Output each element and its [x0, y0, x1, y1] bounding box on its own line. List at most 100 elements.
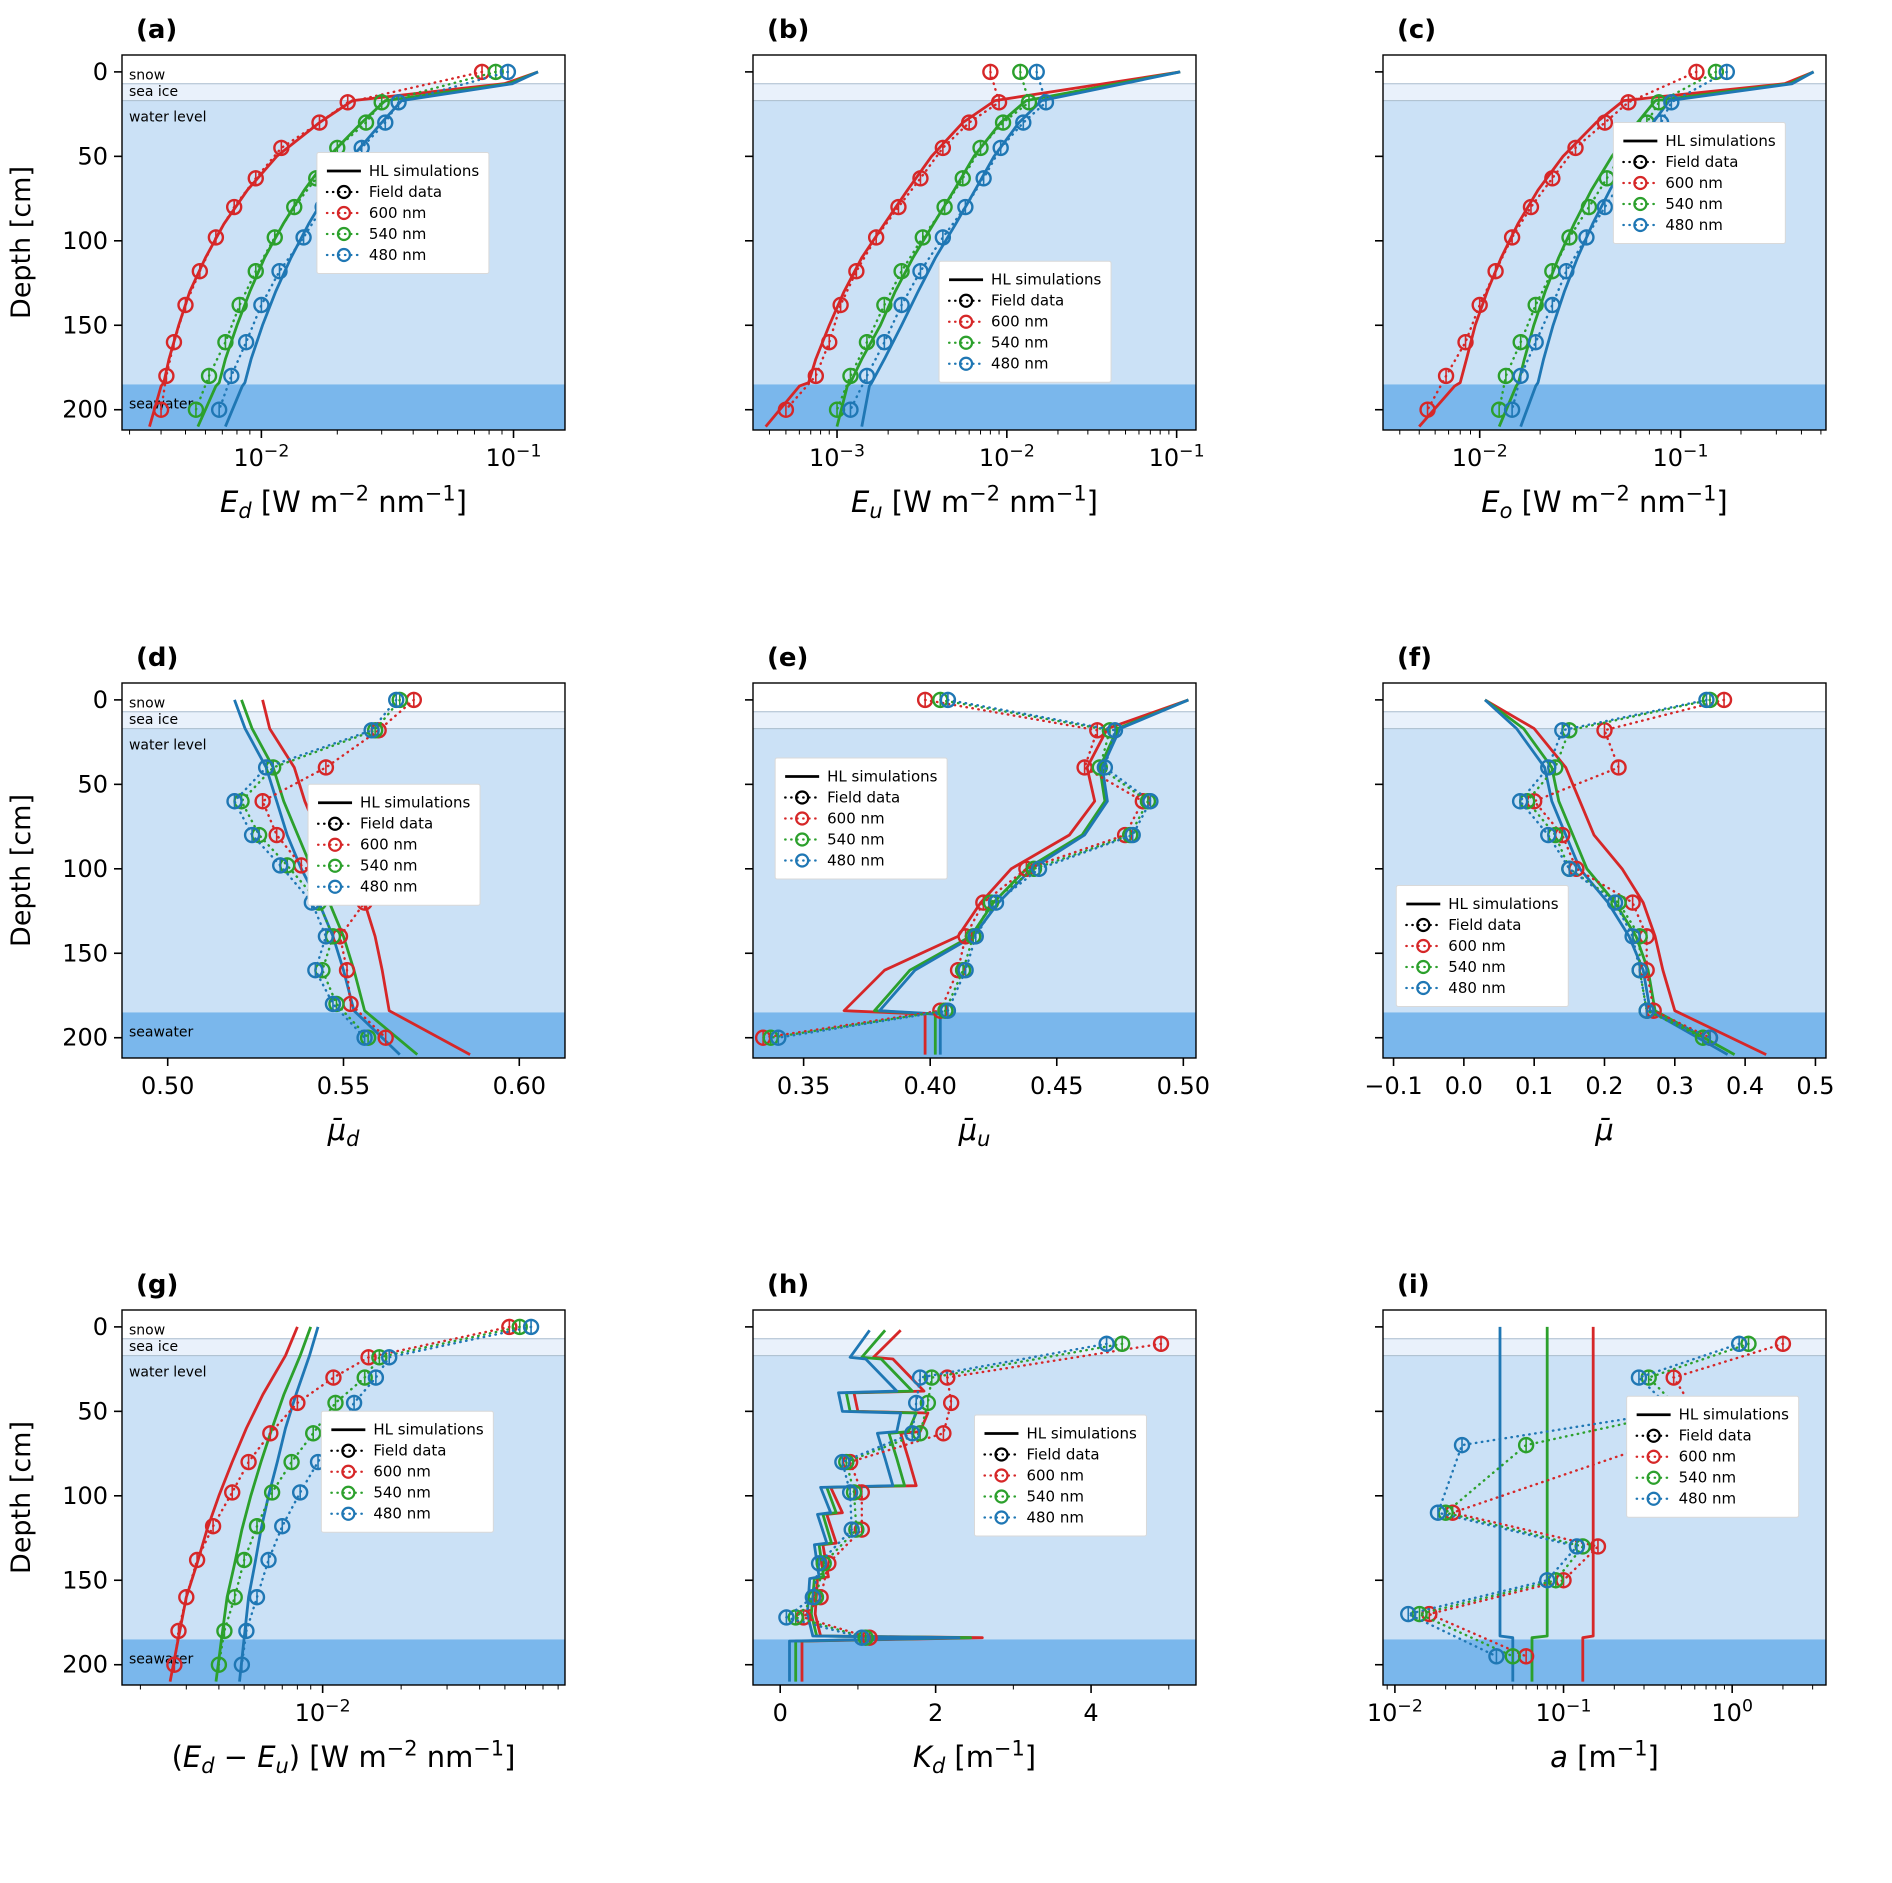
legend-field-sample-marker — [994, 1510, 1009, 1525]
series-group — [166, 1319, 540, 1683]
legend-label: 480 nm — [991, 355, 1048, 373]
sim-line-600nm — [842, 698, 1189, 1055]
field-point-480nm — [1544, 296, 1561, 314]
legend-label: HL simulations — [1449, 895, 1559, 913]
x-axis-label: Eo [W m−2 nm−1] — [1482, 481, 1728, 522]
plot-frame — [1382, 54, 1828, 431]
axes: −0.1 0.0 0.1 0.2 0.3 0.4 0.5 μ̄ — [1365, 681, 1835, 1147]
field-point-540nm — [210, 1656, 228, 1674]
field-point-540nm — [373, 94, 390, 111]
legend-field-sample-marker — [1646, 1428, 1662, 1444]
legend-field-sample-marker — [336, 226, 352, 242]
plot-frame — [751, 681, 1197, 1059]
field-point-540nm — [357, 114, 375, 131]
legend-field-sample-marker — [327, 837, 343, 852]
axes: 10−3 10−2 10−1 Eu [W m−2 nm−1] — [744, 54, 1204, 523]
x-axis-label: Kd [m−1] — [913, 1737, 1036, 1778]
field-point-540nm — [875, 296, 893, 314]
sim-line-600nm — [1484, 698, 1768, 1056]
field-point-600nm — [166, 1656, 183, 1674]
field-point-480nm — [1141, 792, 1159, 810]
field-point-480nm — [1504, 401, 1521, 418]
legend-field-sample-marker — [958, 356, 973, 371]
field-point-600nm — [867, 229, 885, 246]
band-label-snow: snow — [129, 1323, 165, 1339]
field-point-600nm — [1457, 333, 1475, 351]
field-point-480nm — [911, 263, 929, 280]
field-point-480nm — [907, 1395, 925, 1412]
x-axis-label: μ̄u — [957, 1113, 990, 1151]
field-point-480nm — [1106, 721, 1123, 739]
x-tick-label: 10−2 — [233, 441, 289, 472]
legend: HL simulations Field data 600 nm 540 nm 480 … — [938, 260, 1112, 383]
field-point-540nm — [1740, 1335, 1758, 1353]
band-snow — [1383, 1310, 1827, 1340]
field-point-480nm — [1561, 860, 1578, 877]
x-tick-label: 0.50 — [1156, 1072, 1209, 1100]
field-point-540nm — [286, 198, 303, 216]
field-series-540nm — [828, 63, 1037, 418]
field-point-480nm — [274, 1518, 291, 1535]
y-tick-label: 0 — [93, 1313, 108, 1341]
band-seawater — [752, 1012, 1196, 1058]
field-point-480nm — [957, 961, 974, 979]
panel-letter-c: (c) — [1397, 15, 1436, 45]
x-tick-label: 0.35 — [777, 1072, 830, 1100]
field-point-600nm — [311, 114, 328, 131]
panel-i: 10−2 10−1 100 a [m−1] (i) HL simulations Field… — [1367, 1270, 1828, 1774]
legend-field-sample-marker — [1633, 175, 1648, 191]
series-group — [226, 691, 471, 1056]
field-point-480nm — [875, 333, 893, 351]
legend-label: 600 nm — [360, 835, 417, 853]
field-point-480nm — [226, 792, 243, 810]
field-point-480nm — [377, 114, 394, 131]
legend-field-sample-marker — [336, 247, 352, 263]
field-point-480nm — [1663, 94, 1680, 111]
band-snow — [752, 1310, 1196, 1340]
legend-label: 480 nm — [373, 1505, 430, 1523]
x-axis-label: Eu [W m−2 nm−1] — [851, 481, 1098, 522]
legend-box — [316, 151, 490, 274]
field-point-600nm — [360, 1349, 377, 1366]
legend-label: 600 nm — [373, 1463, 430, 1481]
field-point-480nm — [1124, 826, 1141, 843]
plot-frame — [121, 54, 566, 431]
field-point-600nm — [911, 170, 929, 187]
field-point-600nm — [981, 63, 999, 81]
field-series-540nm — [187, 63, 504, 418]
field-point-600nm — [938, 1369, 956, 1387]
field-point-540nm — [1020, 94, 1037, 111]
legend-label: 540 nm — [1026, 1488, 1083, 1506]
field-line-600nm — [159, 70, 484, 411]
field-point-480nm — [345, 1395, 363, 1412]
field-point-480nm — [769, 1029, 787, 1046]
legend-field-sample-marker — [327, 858, 343, 873]
field-point-600nm — [990, 94, 1007, 111]
legend-field-sample-marker — [958, 335, 973, 350]
legend-field-sample-marker — [794, 832, 809, 847]
legend-box — [320, 1411, 494, 1534]
band-label-seawater: seawater — [129, 1652, 194, 1668]
legend-box — [774, 757, 948, 880]
x-axis-label: μ̄d — [327, 1113, 360, 1151]
legend-label: 480 nm — [360, 877, 417, 895]
field-point-480nm — [1718, 63, 1736, 81]
field-point-480nm — [1631, 961, 1649, 979]
x-tick-label: 10−3 — [809, 441, 865, 472]
legend: HL simulations Field data 600 nm 540 nm 480 … — [307, 783, 481, 906]
legend: HL simulations Field data 600 nm 540 nm 480 … — [1626, 1396, 1800, 1519]
band-sea-ice — [121, 1339, 565, 1356]
axes: 10−2 0 50 100 150 200 (Ed − Eu) [W m−2 nm−1] De… — [6, 1309, 566, 1778]
field-point-480nm — [1430, 1504, 1447, 1522]
field-point-600nm — [777, 401, 794, 418]
field-point-540nm — [235, 1552, 253, 1569]
legend-label: 540 nm — [373, 1484, 430, 1502]
field-series-600nm — [152, 63, 491, 418]
x-tick-label: 10−1 — [1148, 441, 1204, 472]
field-point-600nm — [889, 198, 907, 216]
field-point-480nm — [381, 1349, 398, 1366]
field-point-480nm — [1540, 826, 1557, 843]
field-series-480nm — [777, 1335, 1115, 1647]
x-tick-label: 0.45 — [1030, 1072, 1083, 1100]
field-point-480nm — [934, 229, 951, 246]
